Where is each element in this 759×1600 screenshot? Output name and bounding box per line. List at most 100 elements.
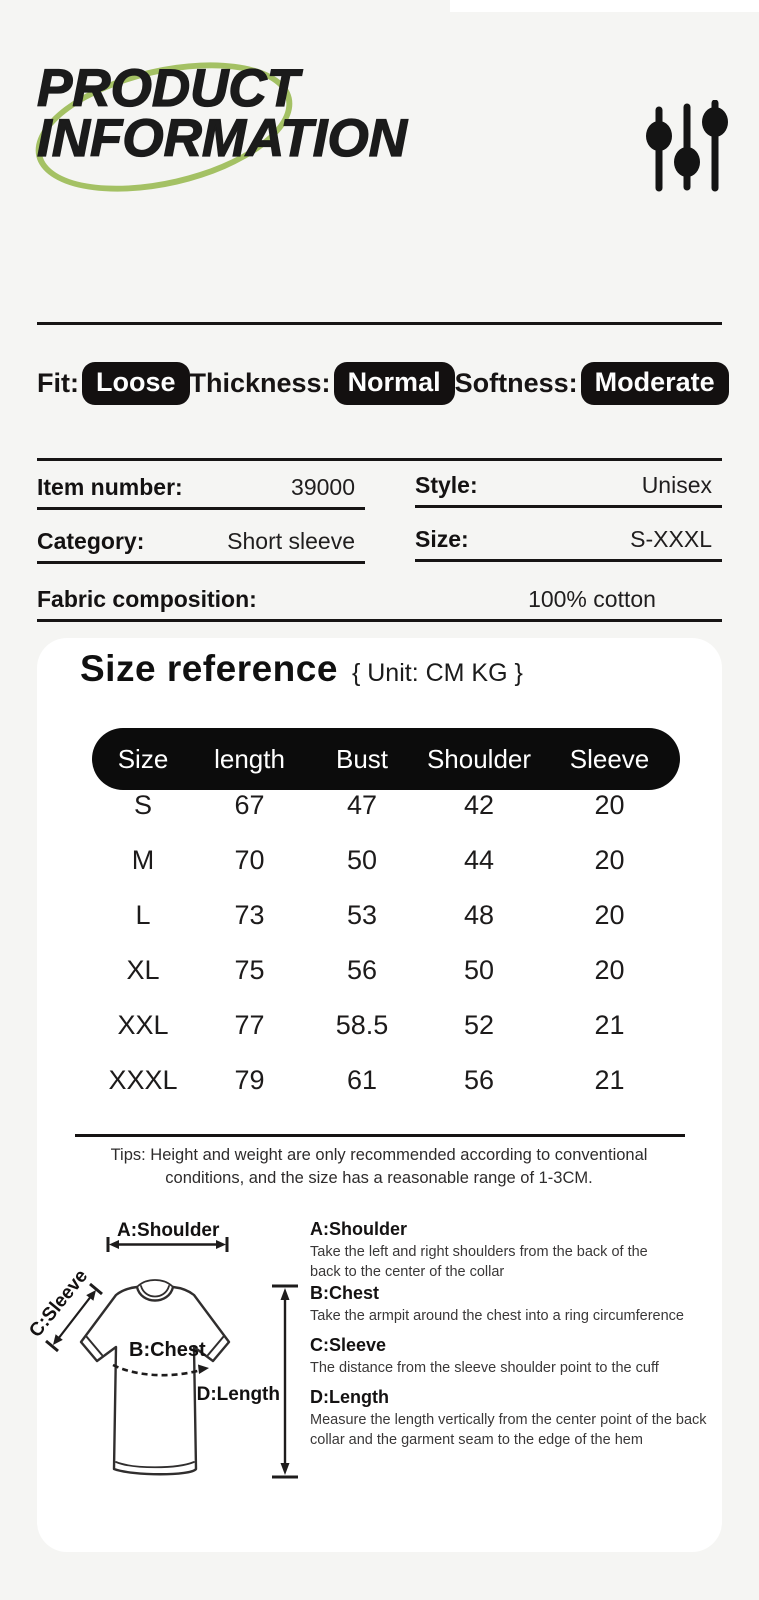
guide-length-heading: D:Length bbox=[310, 1387, 389, 1407]
cell: XXXL bbox=[108, 1065, 178, 1095]
cell: L bbox=[135, 900, 151, 930]
cell: XXL bbox=[117, 1010, 169, 1040]
guide-shoulder: A:Shoulder Take the left and right shoul… bbox=[310, 1219, 725, 1282]
diagram-length-label: D:Length bbox=[196, 1384, 280, 1405]
cell: 21 bbox=[594, 1010, 625, 1040]
fit-label: Fit: bbox=[37, 368, 79, 398]
guide-sleeve: C:Sleeve The distance from the sleeve sh… bbox=[310, 1335, 725, 1379]
guide-chest: B:Chest Take the armpit around the chest… bbox=[310, 1283, 725, 1327]
fit-value-badge: Loose bbox=[81, 362, 190, 405]
page-title-line1: PRODUCT bbox=[36, 59, 300, 118]
guide-chest-heading: B:Chest bbox=[310, 1283, 380, 1303]
softness-value-badge: Moderate bbox=[580, 362, 729, 405]
size-table-header: Size length Bust Shoulder Sleeve bbox=[92, 728, 680, 790]
cell: 42 bbox=[463, 790, 495, 820]
table-row-s: S 67 47 42 20 bbox=[92, 778, 680, 833]
cell: 47 bbox=[346, 790, 378, 820]
col-shoulder: Shoulder bbox=[426, 743, 532, 774]
tshirt-measurement-diagram bbox=[45, 1237, 298, 1479]
tips-text: Tips: Height and weight are only recomme… bbox=[110, 1146, 648, 1188]
category-row: Category: Short sleeve bbox=[37, 528, 365, 564]
item-number-row: Item number: 39000 bbox=[37, 474, 365, 510]
cell: 52 bbox=[463, 1010, 495, 1040]
diagram-shoulder-label: A:Shoulder bbox=[117, 1220, 220, 1241]
sleeve-arrow bbox=[45, 1282, 103, 1353]
length-arrow bbox=[272, 1284, 298, 1479]
top-white-strip bbox=[450, 0, 759, 12]
table-row-xl: XL 75 56 50 20 bbox=[92, 943, 680, 998]
table-row-l: L 73 53 48 20 bbox=[92, 888, 680, 943]
cell: 56 bbox=[346, 955, 378, 985]
cell: 61 bbox=[346, 1065, 378, 1095]
cell: 75 bbox=[234, 955, 265, 985]
size-row: Size: S-XXXL bbox=[415, 526, 722, 562]
sliders-icon bbox=[646, 100, 728, 192]
cell: 50 bbox=[463, 955, 495, 985]
guide-length-body: Measure the length vertically from the c… bbox=[310, 1412, 707, 1448]
cell: S bbox=[133, 790, 152, 820]
size-reference-card: Size reference { Unit: CM KG } Size leng… bbox=[25, 638, 725, 1552]
cell: 20 bbox=[594, 955, 625, 985]
tshirt-outline bbox=[79, 1279, 231, 1476]
diagram-chest-label: B:Chest bbox=[129, 1339, 206, 1361]
cell: M bbox=[131, 845, 155, 875]
attribute-row: Fit: Loose Thickness: Normal Softness: M… bbox=[37, 362, 729, 405]
cell: 44 bbox=[463, 845, 495, 875]
thickness-label: Thickness: bbox=[189, 368, 331, 398]
softness-label: Softness: bbox=[454, 368, 578, 398]
size-value: S-XXXL bbox=[630, 526, 712, 552]
item-number-label: Item number: bbox=[37, 474, 183, 500]
table-row-xxxl: XXXL 79 61 56 21 bbox=[92, 1053, 680, 1108]
fabric-label: Fabric composition: bbox=[37, 586, 257, 612]
guide-sleeve-body: The distance from the sleeve shoulder po… bbox=[310, 1360, 659, 1376]
item-number-value: 39000 bbox=[291, 474, 355, 500]
cell: 20 bbox=[594, 790, 625, 820]
style-value: Unisex bbox=[641, 472, 712, 498]
col-bust: Bust bbox=[335, 743, 389, 774]
guide-shoulder-heading: A:Shoulder bbox=[310, 1219, 407, 1239]
cell: 73 bbox=[234, 900, 265, 930]
cell: 79 bbox=[234, 1065, 265, 1095]
chest-dashed-arrow bbox=[112, 1363, 209, 1377]
col-sleeve: Sleeve bbox=[569, 743, 650, 774]
guide-chest-body: Take the armpit around the chest into a … bbox=[310, 1308, 684, 1324]
cell: 58.5 bbox=[335, 1010, 389, 1040]
cell: 77 bbox=[234, 1010, 265, 1040]
guide-length: D:Length Measure the length vertically f… bbox=[310, 1387, 725, 1450]
thickness-value-badge: Normal bbox=[333, 362, 455, 405]
category-value: Short sleeve bbox=[227, 528, 355, 554]
cell: 21 bbox=[594, 1065, 625, 1095]
col-size: Size bbox=[117, 743, 169, 774]
page-title: PRODUCT INFORMATION bbox=[36, 59, 407, 168]
cell: 50 bbox=[346, 845, 378, 875]
fabric-value: 100% cotton bbox=[528, 586, 656, 612]
page-title-line2: INFORMATION bbox=[36, 109, 407, 168]
style-row: Style: Unisex bbox=[415, 472, 722, 508]
guide-shoulder-body: Take the left and right shoulders from t… bbox=[310, 1244, 648, 1280]
fit-attribute: Fit: Loose bbox=[37, 362, 190, 405]
table-bottom-divider bbox=[75, 1134, 685, 1137]
category-label: Category: bbox=[37, 528, 145, 554]
guide-sleeve-heading: C:Sleeve bbox=[310, 1335, 387, 1355]
fabric-row: Fabric composition: 100% cotton bbox=[37, 586, 722, 622]
unit-note: { Unit: CM KG } bbox=[351, 659, 523, 687]
size-label: Size: bbox=[415, 526, 469, 552]
cell: 70 bbox=[234, 845, 265, 875]
col-length: length bbox=[214, 743, 285, 774]
divider-top bbox=[37, 322, 722, 325]
softness-attribute: Softness: Moderate bbox=[455, 362, 729, 405]
size-table-body: S 67 47 42 20 M 70 50 44 20 L 73 53 48 2… bbox=[92, 778, 680, 1108]
table-row-xxl: XXL 77 58.5 52 21 bbox=[92, 998, 680, 1053]
cell: 48 bbox=[463, 900, 495, 930]
size-reference-title: Size reference bbox=[80, 648, 338, 689]
cell: 56 bbox=[463, 1065, 495, 1095]
divider-attributes bbox=[37, 458, 722, 461]
cell: 67 bbox=[234, 790, 265, 820]
cell: 20 bbox=[594, 845, 625, 875]
shoulder-arrow bbox=[106, 1237, 229, 1252]
cell: 20 bbox=[594, 900, 625, 930]
thickness-attribute: Thickness: Normal bbox=[190, 362, 455, 405]
cell: 53 bbox=[346, 900, 378, 930]
card-title-row: Size reference { Unit: CM KG } bbox=[80, 648, 523, 690]
